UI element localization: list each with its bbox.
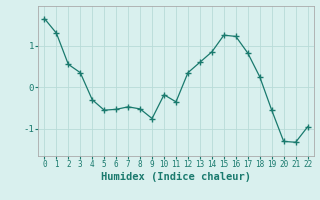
X-axis label: Humidex (Indice chaleur): Humidex (Indice chaleur) bbox=[101, 172, 251, 182]
